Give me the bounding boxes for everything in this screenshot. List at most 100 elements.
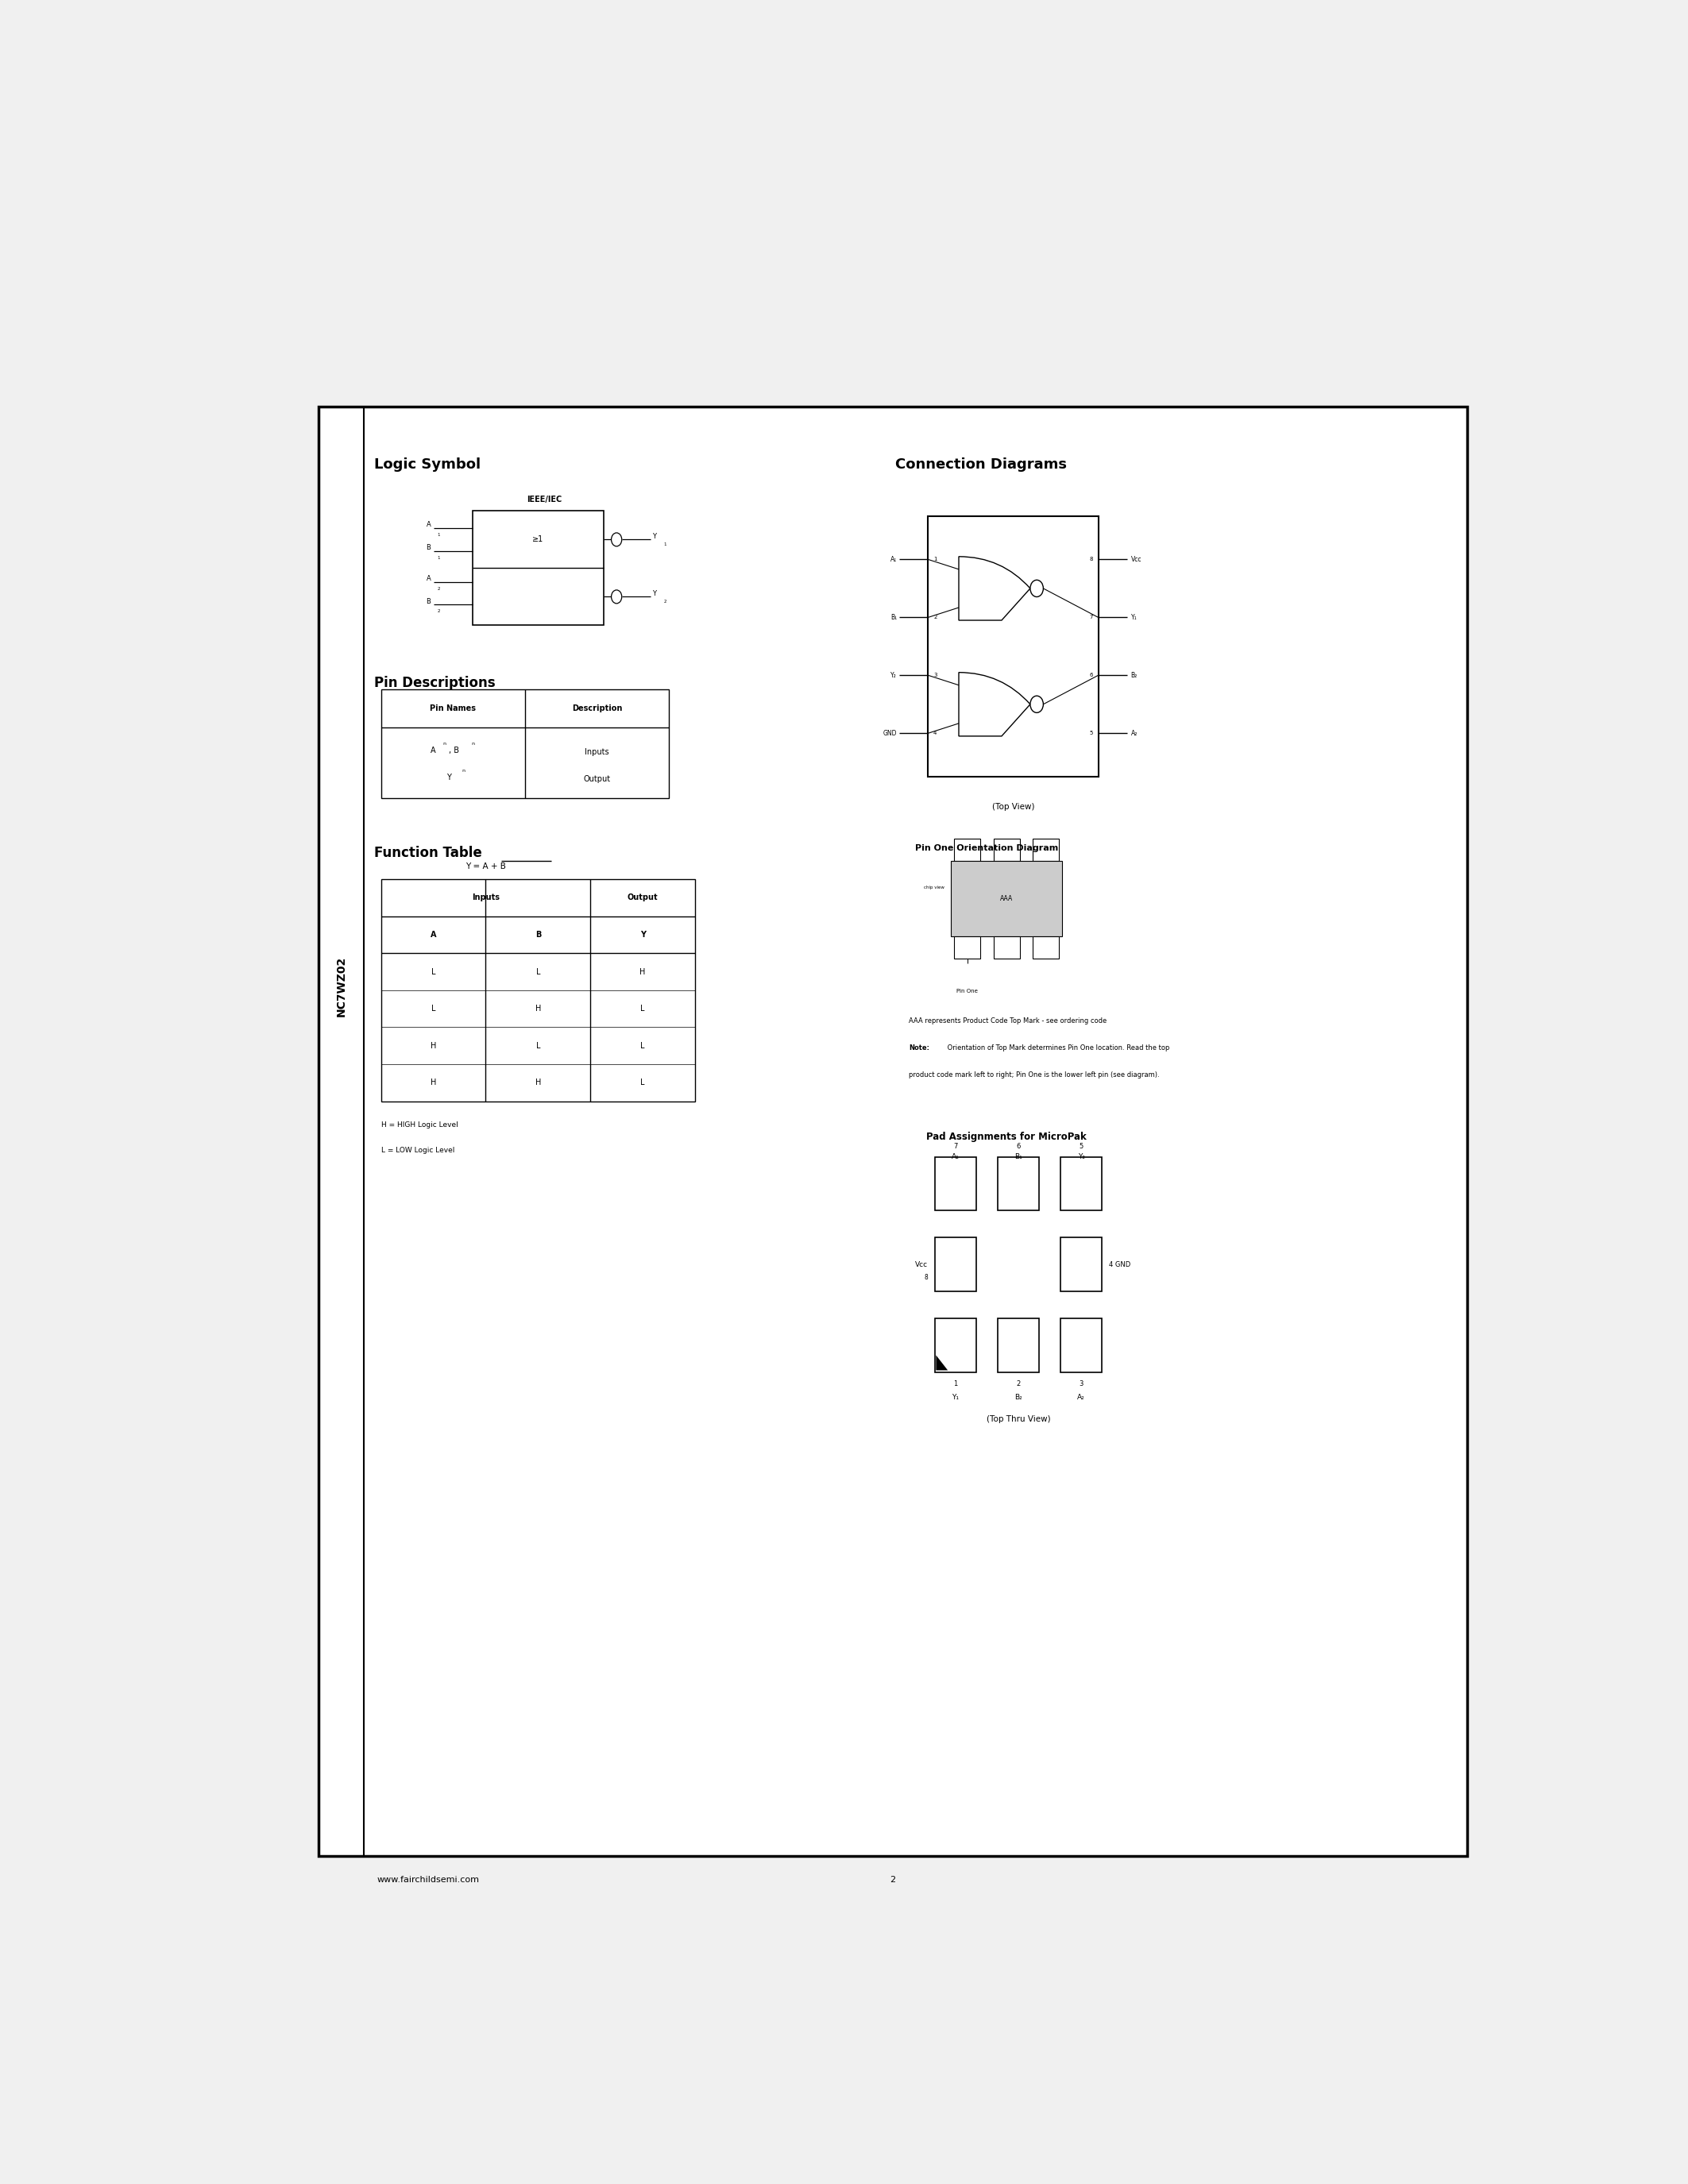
Bar <box>998 1319 1040 1372</box>
Text: B₂: B₂ <box>1131 673 1138 679</box>
Text: H: H <box>640 968 645 976</box>
Text: B₂: B₂ <box>1014 1393 1023 1400</box>
Text: 2: 2 <box>663 601 667 603</box>
Text: 2: 2 <box>437 587 441 590</box>
Text: A: A <box>430 747 436 753</box>
Text: H: H <box>535 1079 540 1088</box>
Bar <box>1060 1319 1102 1372</box>
Text: Vᴄᴄ: Vᴄᴄ <box>915 1260 928 1269</box>
Text: 1: 1 <box>663 542 667 546</box>
Text: A₂: A₂ <box>1131 729 1138 736</box>
Text: (Top View): (Top View) <box>993 804 1035 810</box>
Text: H: H <box>430 1079 436 1088</box>
Text: B₁: B₁ <box>890 614 896 620</box>
Bar <box>1033 937 1058 959</box>
Text: Inputs: Inputs <box>584 749 609 756</box>
Text: L: L <box>535 968 540 976</box>
Text: Pad Assignments for MicroPak: Pad Assignments for MicroPak <box>927 1131 1087 1142</box>
Text: 8: 8 <box>1089 557 1094 561</box>
Text: Logic Symbol: Logic Symbol <box>375 456 481 472</box>
Text: 1: 1 <box>933 557 937 561</box>
Bar <box>1060 1238 1102 1291</box>
Bar <box>935 1158 977 1210</box>
Bar <box>954 839 981 860</box>
Text: L: L <box>640 1042 645 1051</box>
Text: A₂: A₂ <box>1077 1393 1085 1400</box>
Text: www.fairchildsemi.com: www.fairchildsemi.com <box>376 1876 479 1885</box>
Text: Y: Y <box>447 773 451 782</box>
Text: , B: , B <box>449 747 459 753</box>
Text: L: L <box>640 1005 645 1013</box>
Text: H = HIGH Logic Level: H = HIGH Logic Level <box>381 1120 457 1129</box>
Text: Connection Diagrams: Connection Diagrams <box>895 456 1067 472</box>
Text: GND: GND <box>883 729 896 736</box>
Text: 4: 4 <box>933 732 937 736</box>
Circle shape <box>1030 697 1043 712</box>
Text: chip view: chip view <box>923 885 945 889</box>
Text: B₁: B₁ <box>1014 1153 1023 1160</box>
Bar <box>1060 1158 1102 1210</box>
Text: NC7WZ02: NC7WZ02 <box>336 957 346 1018</box>
Bar <box>381 690 668 799</box>
Text: A₁: A₁ <box>952 1153 959 1160</box>
Text: n: n <box>463 769 466 773</box>
Text: 3: 3 <box>1079 1380 1084 1387</box>
Bar <box>935 1319 977 1372</box>
Text: ≥1: ≥1 <box>532 535 544 544</box>
Text: AAA: AAA <box>1001 895 1013 902</box>
Text: 8: 8 <box>925 1273 928 1282</box>
Text: Vᴄᴄ: Vᴄᴄ <box>1131 557 1141 563</box>
Text: 5: 5 <box>1089 732 1094 736</box>
Text: Y: Y <box>652 590 657 596</box>
Text: product code mark left to right; Pin One is the lower left pin (see diagram).: product code mark left to right; Pin One… <box>908 1070 1160 1079</box>
Bar <box>319 406 1467 1856</box>
Bar <box>935 1238 977 1291</box>
PathPatch shape <box>959 673 1030 736</box>
Text: B: B <box>425 544 430 550</box>
Text: (Top Thru View): (Top Thru View) <box>986 1415 1050 1424</box>
Text: Pin One Orientation Diagram: Pin One Orientation Diagram <box>915 843 1058 852</box>
Text: Y₂: Y₂ <box>891 673 896 679</box>
Text: Y₁: Y₁ <box>1131 614 1138 620</box>
Polygon shape <box>937 1354 947 1369</box>
Circle shape <box>611 533 621 546</box>
Text: 1: 1 <box>437 555 441 559</box>
Circle shape <box>611 590 621 603</box>
Text: 1: 1 <box>437 533 441 537</box>
Text: 3: 3 <box>933 673 937 677</box>
Text: AAA represents Product Code Top Mark - see ordering code: AAA represents Product Code Top Mark - s… <box>908 1018 1107 1024</box>
Bar <box>998 1158 1040 1210</box>
Text: A: A <box>425 574 430 583</box>
Bar <box>381 880 695 1101</box>
Text: n: n <box>442 743 446 745</box>
Bar <box>928 515 1099 778</box>
Text: n: n <box>471 743 474 745</box>
Text: Orientation of Top Mark determines Pin One location. Read the top: Orientation of Top Mark determines Pin O… <box>945 1044 1170 1051</box>
Text: 5: 5 <box>1079 1142 1084 1151</box>
Text: Pin One: Pin One <box>957 989 977 994</box>
Text: Note:: Note: <box>908 1044 928 1051</box>
Text: A₁: A₁ <box>890 557 896 563</box>
Text: 6: 6 <box>1089 673 1094 677</box>
Bar <box>1033 839 1058 860</box>
Text: Y = A + B: Y = A + B <box>466 863 506 871</box>
Text: L: L <box>640 1079 645 1088</box>
Text: L = LOW Logic Level: L = LOW Logic Level <box>381 1147 454 1153</box>
Text: 4 GND: 4 GND <box>1109 1260 1131 1269</box>
Text: Y: Y <box>640 930 645 939</box>
Text: 7: 7 <box>954 1142 957 1151</box>
Text: A: A <box>425 522 430 529</box>
Text: B: B <box>535 930 540 939</box>
Text: B: B <box>425 598 430 605</box>
Text: 1: 1 <box>954 1380 957 1387</box>
Text: H: H <box>430 1042 436 1051</box>
Text: 7: 7 <box>1089 616 1094 620</box>
Text: Output: Output <box>628 893 658 902</box>
Text: Y₁: Y₁ <box>952 1393 959 1400</box>
Bar <box>473 511 604 625</box>
Text: IEEE/IEC: IEEE/IEC <box>527 496 562 502</box>
Text: A: A <box>430 930 437 939</box>
Text: 2: 2 <box>437 609 441 614</box>
Text: Pin Names: Pin Names <box>430 705 476 712</box>
Text: L: L <box>430 1005 436 1013</box>
